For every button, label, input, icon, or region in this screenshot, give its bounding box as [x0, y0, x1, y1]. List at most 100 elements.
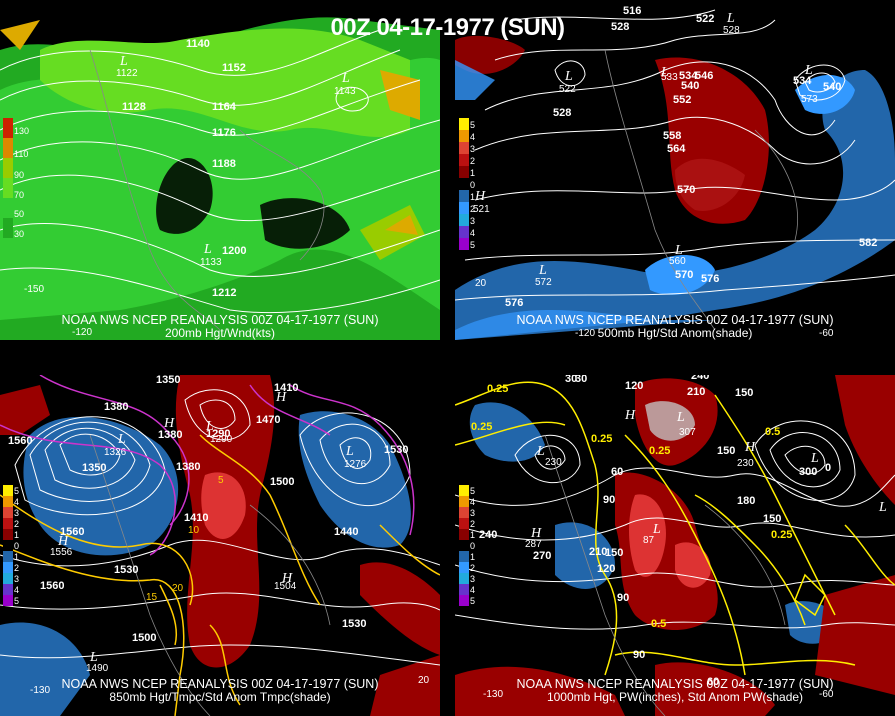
colorbar-tick: 4	[470, 585, 476, 595]
center-label: 87	[643, 535, 655, 546]
colorbar-tick: 5	[470, 120, 476, 130]
contour-label: 1176	[212, 127, 236, 139]
low-center-marker: L	[878, 500, 887, 515]
contour-label: 540	[823, 81, 841, 93]
contour-label: 1500	[132, 632, 156, 644]
contour-label: 1410	[184, 512, 208, 524]
pw-label: 0.25	[649, 445, 670, 457]
colorbar-tick: 3	[14, 508, 20, 518]
colorbar-tick: 5	[470, 596, 476, 606]
contour-label: 1380	[176, 461, 200, 473]
contour-label: 150	[717, 445, 735, 457]
low-center-marker: L	[203, 242, 212, 257]
contour-label: 1440	[334, 526, 358, 538]
labels-200mb: 1140 1152 1128 1164 1176 1188 1200 1212 …	[24, 38, 356, 338]
contour-label: 1560	[40, 580, 64, 592]
contour-label: 90	[633, 649, 645, 661]
colorbar-tick: 2	[14, 563, 20, 573]
low-center-marker: L	[536, 444, 545, 459]
center-label: 1143	[334, 86, 356, 97]
center-label: 528	[723, 25, 740, 36]
high-center-marker: H	[163, 416, 175, 431]
colorbar-tick: 5	[14, 486, 20, 496]
contour-label: 120	[597, 563, 615, 575]
colorbar-tick: 1	[14, 552, 20, 562]
isotherm-label: 5	[218, 475, 224, 486]
contour-label: 150	[605, 547, 623, 559]
contour-label: 1470	[256, 414, 280, 426]
axis-label: 20	[475, 278, 487, 289]
contour-label: 1410	[274, 382, 298, 394]
colorbar-500mb	[459, 118, 469, 250]
caption-line: NOAA NWS NCEP REANALYSIS 00Z 04-17-1977 …	[516, 677, 834, 691]
colorbar-tick: 4	[470, 497, 476, 507]
colorbar-tick: 5	[470, 240, 476, 250]
contour-label: 1500	[270, 476, 294, 488]
center-label: 1504	[274, 581, 297, 592]
colorbar-tick: 2	[470, 519, 476, 529]
center-label: 1290	[210, 434, 233, 445]
contour-label: 516	[623, 5, 641, 17]
pw-label: 0.5	[651, 618, 666, 630]
colorbar-tick: 3	[470, 574, 476, 584]
high-center-marker: H	[624, 408, 636, 423]
colorbar-tick: 1	[14, 530, 20, 540]
contour-label: 90	[617, 592, 629, 604]
contour-label: 522	[696, 13, 714, 25]
colorbar-tick: 3	[470, 144, 476, 154]
contour-label: 1164	[212, 101, 237, 113]
colorbar-tick: 2	[14, 519, 20, 529]
contour-label: 1350	[156, 375, 180, 386]
center-label: 522	[559, 84, 576, 95]
axis-label: -130	[30, 685, 50, 696]
center-label: 307	[679, 427, 696, 438]
colorbar-tick: 5	[470, 486, 476, 496]
colorbar-tick: 0	[470, 180, 476, 190]
high-center-marker: H	[57, 534, 69, 549]
contour-label: 576	[505, 297, 523, 309]
contour-label: 552	[673, 94, 691, 106]
map-850mb	[0, 375, 440, 716]
colorbar-tick: 110	[14, 149, 29, 159]
contour-label: 1212	[212, 287, 236, 299]
contour-label: 120	[625, 380, 643, 392]
low-center-marker: L	[341, 71, 350, 86]
caption-line: NOAA NWS NCEP REANALYSIS 00Z 04-17-1977 …	[516, 313, 834, 327]
center-label: 287	[525, 539, 542, 550]
colorbar-tick: 4	[14, 585, 20, 595]
low-center-marker: L	[652, 522, 661, 537]
high-center-marker: H	[281, 571, 293, 586]
contour-label: 30	[575, 375, 587, 385]
pw-label: 0.25	[471, 421, 492, 433]
colorbar-850mb	[3, 485, 13, 606]
low-center-marker: L	[676, 410, 685, 425]
contour-label: 1560	[8, 435, 32, 447]
contour-label: 534	[679, 70, 698, 82]
center-label: 1326	[104, 447, 127, 458]
contour-label: 564	[667, 143, 686, 155]
colorbar-200mb	[3, 118, 13, 238]
axis-label: -60	[819, 689, 834, 700]
colorbar-tick: 1	[470, 168, 476, 178]
colorbar-tick: 2	[470, 563, 476, 573]
colorbar-tick: 1	[470, 552, 476, 562]
colorbar-tick: 2	[470, 156, 476, 166]
contour-label: 576	[701, 273, 719, 285]
caption-line: 1000mb Hgt, PW(inches), Std Anom PW(shad…	[546, 690, 804, 704]
caption-line: 500mb Hgt/Std Anom(shade)	[597, 326, 753, 340]
contour-label: 1380	[104, 401, 128, 413]
panel-500mb: 516 528 528 522 534 546 540 552 558 564 …	[455, 0, 895, 340]
center-label: 230	[737, 458, 754, 469]
low-center-marker: L	[674, 243, 683, 258]
center-label: 1276	[344, 459, 367, 470]
axis-label: -60	[819, 328, 834, 339]
axis-label: -130	[483, 689, 503, 700]
contour-label: 546	[695, 70, 713, 82]
colorbar-tick: 3	[470, 508, 476, 518]
contour-label: 150	[735, 387, 753, 399]
colorbar-tick: 3	[14, 574, 20, 584]
panel-200mb: 1140 1152 1128 1164 1176 1188 1200 1212 …	[0, 10, 440, 340]
axis-label: -120	[72, 327, 92, 338]
colorbar-tick: 50	[14, 209, 25, 219]
colorbar-tick: 5	[14, 596, 20, 606]
